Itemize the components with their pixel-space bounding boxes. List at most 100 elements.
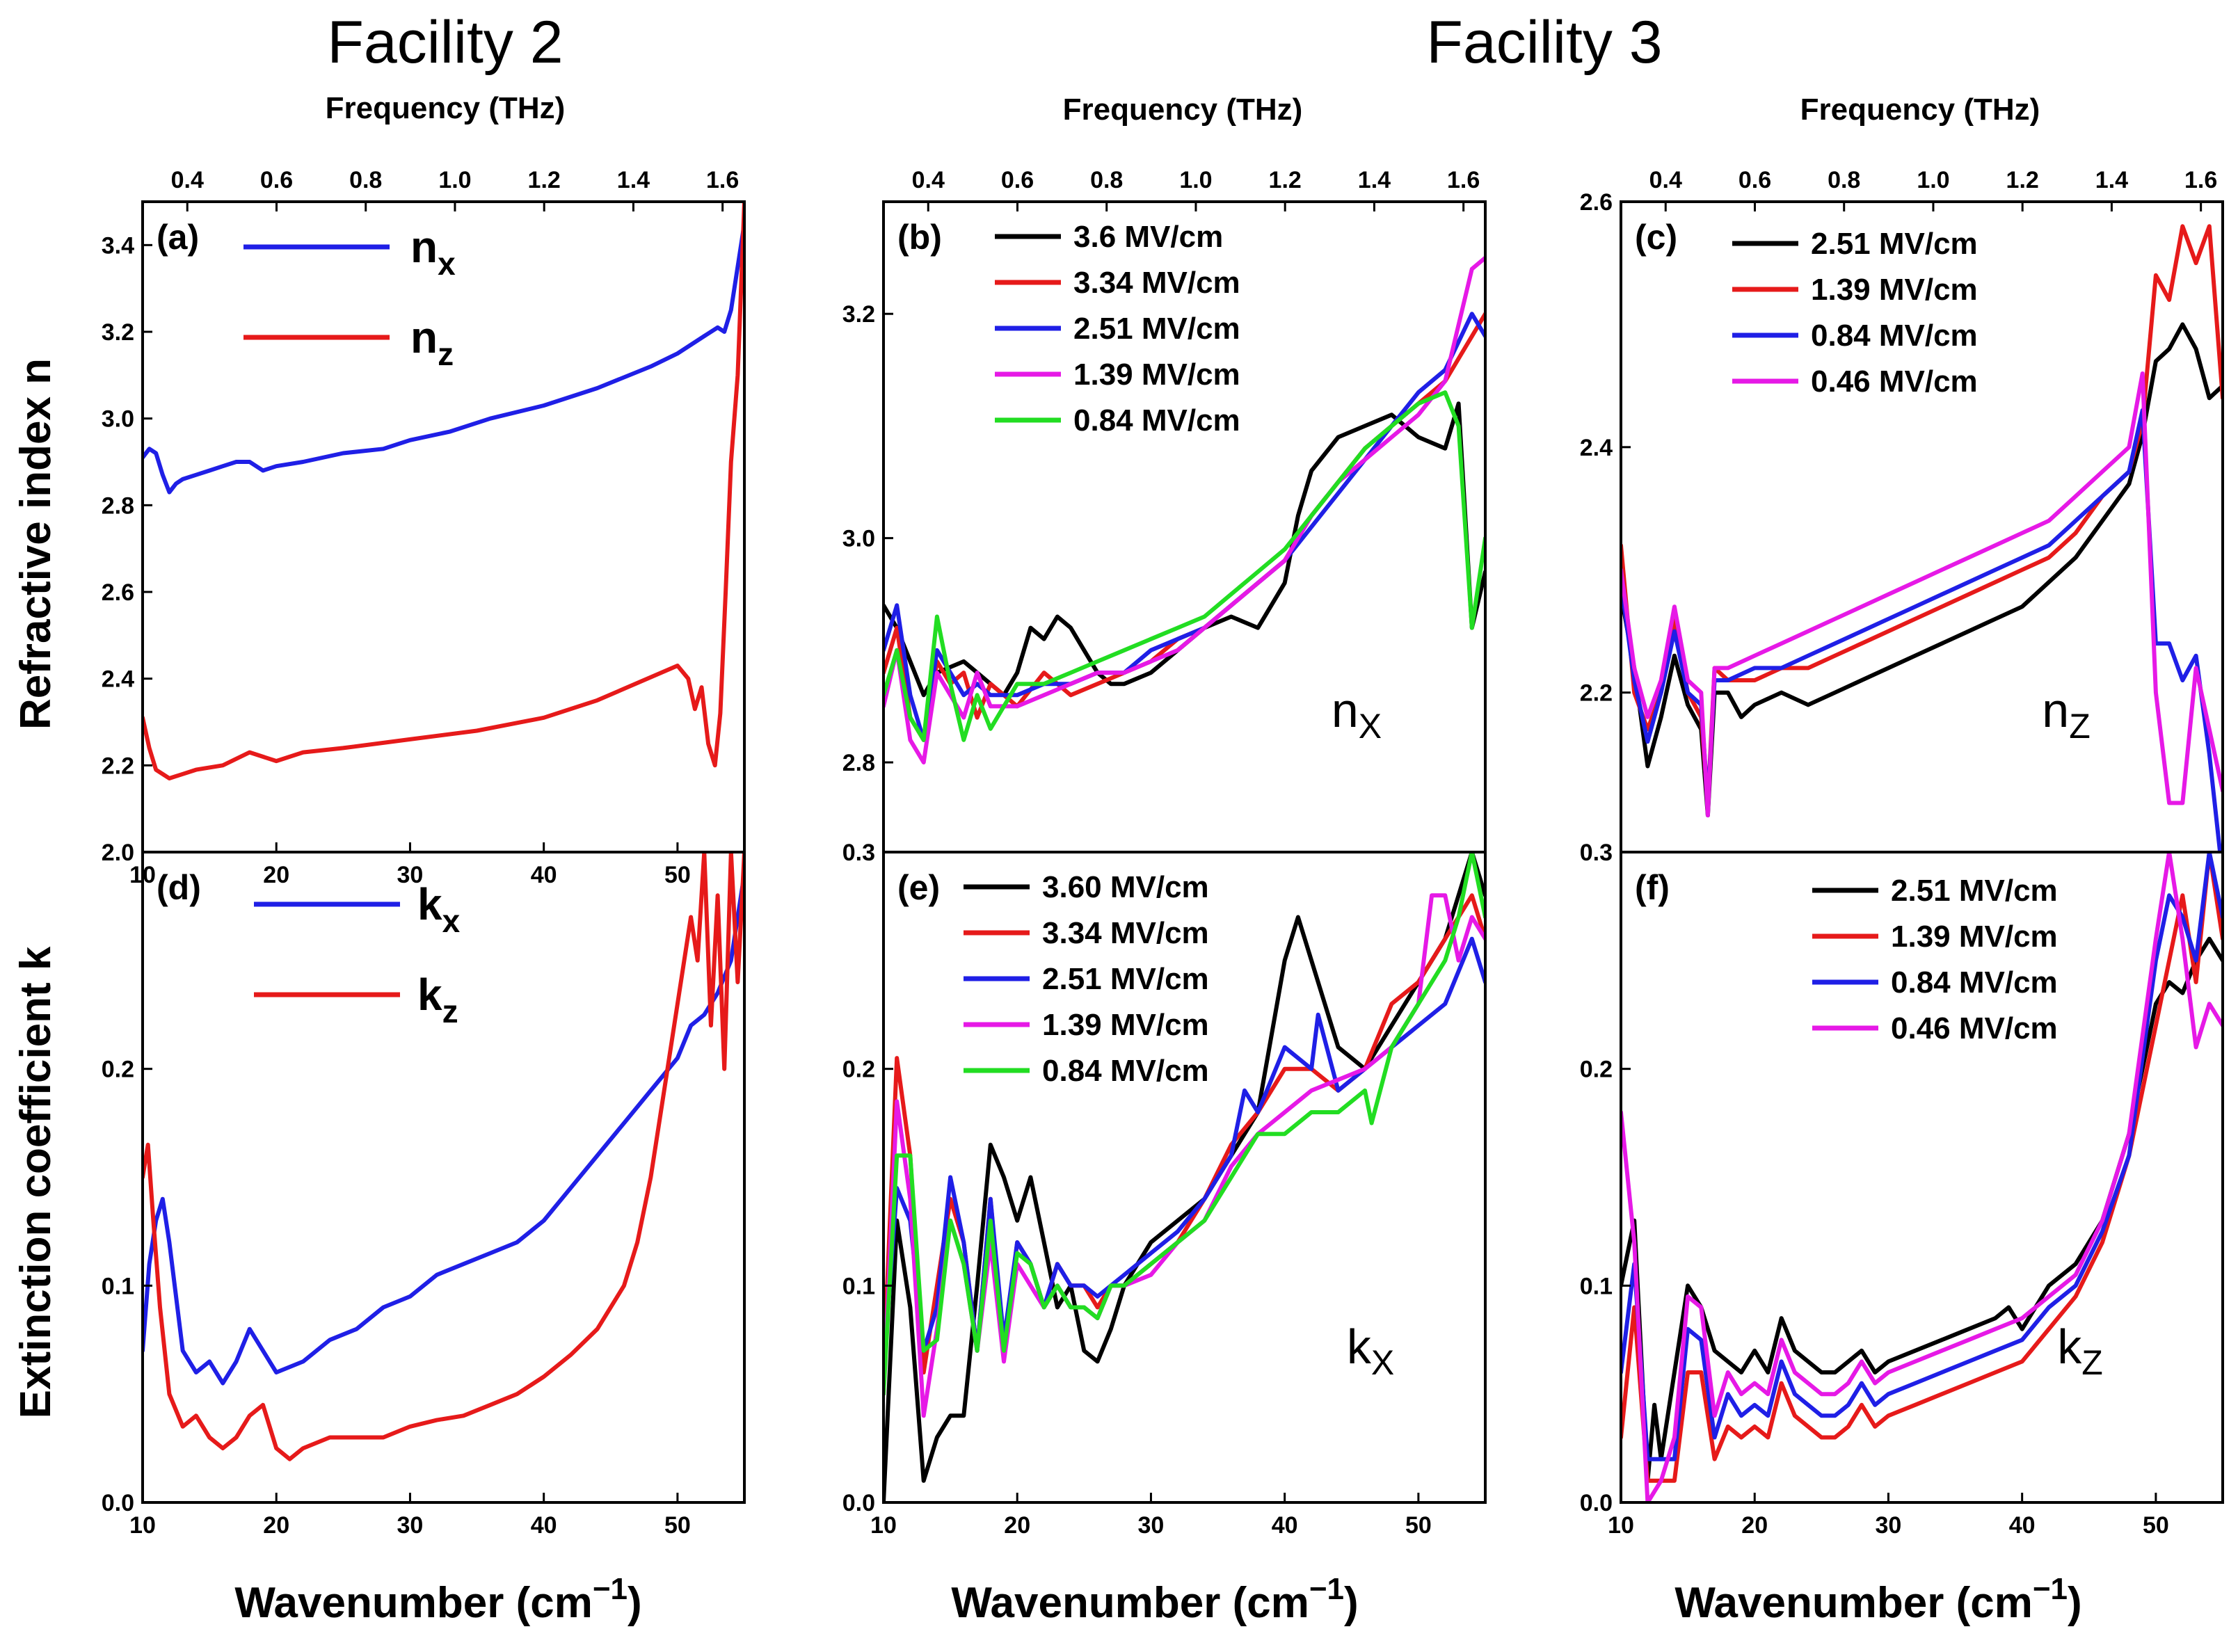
x-tick-label: 50 (2143, 1512, 2169, 1539)
series-line-c-0 (1621, 322, 2223, 818)
freq-tick-label: 0.4 (912, 167, 945, 193)
legend-c: 2.51 MV/cm 1.39 MV/cm 0.84 MV/cm 0.46 MV/cm (1732, 227, 1978, 399)
annotation-sub: X (1359, 707, 1382, 746)
freq-tick-label: 0.4 (1649, 167, 1682, 193)
x-tick-label: 30 (1138, 1512, 1165, 1539)
freq-tick-label: 1.4 (1358, 167, 1391, 193)
x-tick-label: 10 (1608, 1512, 1634, 1539)
x-tick-label: 30 (397, 1512, 424, 1539)
x-tick-label: 50 (1405, 1512, 1432, 1539)
y-tick-label: 3.0 (842, 526, 875, 552)
panel-annotation-f: kZ (2057, 1320, 2103, 1382)
legend-label-sub: z (442, 993, 458, 1029)
panel-label-a: (a) (157, 218, 199, 257)
x-axis-title-main: Wavenumber (cm (951, 1579, 1309, 1627)
legend-label: 3.34 MV/cm (1073, 266, 1240, 300)
annotation-sub: Z (2069, 707, 2091, 746)
y-tick-label: 0.2 (1580, 1057, 1613, 1083)
legend-label: kz (417, 970, 458, 1029)
series-line-b-3 (884, 255, 1485, 764)
x-axis-title-close: ) (1344, 1579, 1359, 1627)
plot-frame-f (1620, 851, 2224, 1504)
y-tick-label: 0.2 (842, 1057, 875, 1083)
legend-label-sub: x (438, 246, 456, 282)
freq-tick-label: 1.6 (1447, 167, 1480, 193)
x-tick-label: 40 (531, 1512, 557, 1539)
legend-label: 2.51 MV/cm (1811, 227, 1978, 261)
series-line-b-4 (884, 390, 1485, 742)
freq-tick-label: 0.6 (260, 167, 293, 193)
legend-label: 1.39 MV/cm (1042, 1008, 1209, 1042)
y-tick-label: 0.1 (1580, 1273, 1613, 1299)
panel-label-b: (b) (897, 218, 942, 257)
y-tick-label: 0.0 (1580, 1490, 1613, 1516)
panel-a: 2.02.22.42.62.83.03.23.410 20 30 40 500.4 0.6… (102, 167, 746, 888)
x-axis-title-sup: −1 (593, 1572, 628, 1606)
legend-e: 3.60 MV/cm 3.34 MV/cm 2.51 MV/cm 1.39 MV/cm… (964, 870, 1209, 1088)
facility-3-title: Facility 3 (1426, 9, 1662, 76)
legend-label: 3.60 MV/cm (1042, 870, 1209, 904)
freq-tick-label: 0.8 (349, 167, 382, 193)
freq-tick-label: 1.6 (706, 167, 739, 193)
annotation-base: k (2057, 1320, 2082, 1374)
x-tick-label: 50 (664, 862, 691, 888)
x-axis-title-3: Wavenumber (cm−1) (1674, 1572, 2081, 1627)
y-tick-label: 0.1 (102, 1273, 134, 1299)
x-tick-label: 20 (263, 1512, 289, 1539)
annotation-base: n (1332, 683, 1359, 737)
x-tick-label: 30 (397, 862, 424, 888)
freq-tick-label: 0.8 (1090, 167, 1123, 193)
facility-2-title: Facility 2 (327, 9, 563, 76)
y-tick-label: 2.2 (1580, 680, 1613, 707)
annotation-base: k (1347, 1320, 1372, 1374)
freq-tick-label: 1.0 (1179, 167, 1212, 193)
freq-tick-label: 0.6 (1001, 167, 1034, 193)
y-tick-label: 2.0 (102, 840, 134, 866)
panel-annotation-e: kX (1347, 1320, 1394, 1382)
y-tick-label: 2.6 (102, 579, 134, 606)
x-tick-label: 30 (1876, 1512, 1902, 1539)
legend-label-base: n (410, 222, 438, 272)
legend-label-base: k (417, 879, 442, 929)
freq-tick-label: 1.2 (2006, 167, 2039, 193)
series-line-d-0 (143, 872, 744, 1386)
series-line-f-2 (1621, 852, 2223, 1461)
x-axis-title-sup: −1 (1309, 1572, 1344, 1606)
series-line-f-3 (1621, 852, 2223, 1502)
legend-label-sub: z (438, 336, 454, 372)
annotation-sub: Z (2081, 1343, 2103, 1382)
freq-tick-label: 1.0 (1917, 167, 1949, 193)
series-line-d-1 (143, 852, 744, 1461)
x-tick-label: 20 (263, 862, 289, 888)
freq-tick-label: 0.4 (171, 167, 204, 193)
x-tick-label: 40 (531, 862, 557, 888)
legend-label: 1.39 MV/cm (1891, 920, 2058, 954)
annotation-sub: X (1371, 1343, 1394, 1382)
y-tick-label: 3.2 (102, 319, 134, 346)
plot-frame-a (141, 200, 746, 853)
plot-frame-e (882, 851, 1487, 1504)
legend-label: 1.39 MV/cm (1073, 358, 1240, 392)
y-tick-label: 0.3 (1580, 840, 1613, 866)
panel-label-d: (d) (157, 868, 201, 907)
series-line-a-0 (143, 221, 744, 495)
x-tick-label: 40 (2009, 1512, 2036, 1539)
legend-label: 3.34 MV/cm (1042, 916, 1209, 950)
x-axis-title-1: Wavenumber (cm−1) (234, 1572, 641, 1627)
legend-label: 3.6 MV/cm (1073, 220, 1223, 254)
panel-e: 0.0 0.1 0.2 0.3 10 20 30 40 50 (e) 3.60 MV/cm 3.34 … (842, 840, 1487, 1539)
y-tick-label: 0.3 (842, 840, 875, 866)
x-tick-label: 40 (1272, 1512, 1298, 1539)
series-line-c-3 (1621, 371, 2223, 818)
frequency-axis-title-2: Frequency (THz) (1063, 93, 1303, 127)
panel-c: 2.2 2.4 2.6 0.4 0.6 0.8 1.0 1.2 1.4 1.6 (c) 2.51 MV… (1580, 167, 2224, 853)
legend-label: 2.51 MV/cm (1891, 874, 2058, 908)
series-line-a-1 (143, 202, 744, 780)
x-axis-title-close: ) (628, 1579, 642, 1627)
legend-b: 3.6 MV/cm 3.34 MV/cm 2.51 MV/cm 1.39 MV/cm 0… (995, 220, 1240, 438)
panel-label-c: (c) (1635, 218, 1677, 257)
y-tick-label: 2.8 (842, 750, 875, 776)
